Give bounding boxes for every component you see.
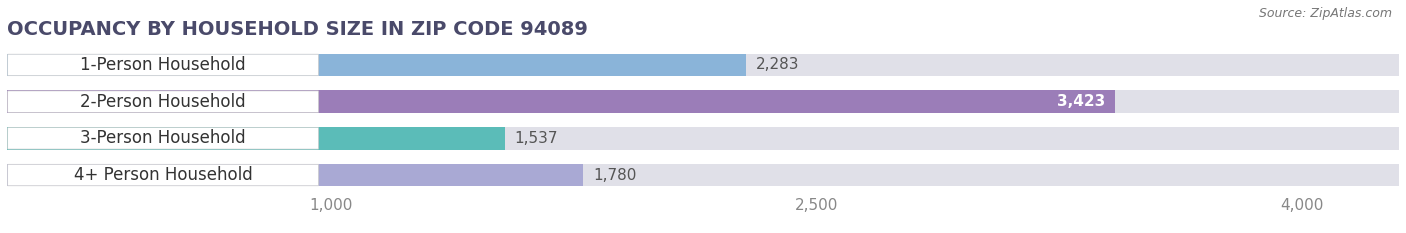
Text: OCCUPANCY BY HOUSEHOLD SIZE IN ZIP CODE 94089: OCCUPANCY BY HOUSEHOLD SIZE IN ZIP CODE …	[7, 21, 588, 39]
Text: Source: ZipAtlas.com: Source: ZipAtlas.com	[1258, 7, 1392, 20]
Text: 1,537: 1,537	[515, 131, 558, 146]
Text: 3-Person Household: 3-Person Household	[80, 129, 246, 147]
FancyBboxPatch shape	[7, 91, 318, 112]
Bar	[7, 127, 505, 150]
Text: 4+ Person Household: 4+ Person Household	[73, 166, 253, 184]
Bar	[7, 127, 1399, 150]
Text: 2,283: 2,283	[756, 58, 799, 72]
Bar	[7, 90, 1399, 113]
FancyBboxPatch shape	[7, 128, 318, 149]
Bar	[7, 54, 747, 76]
Text: 1-Person Household: 1-Person Household	[80, 56, 246, 74]
FancyBboxPatch shape	[7, 164, 318, 186]
Text: 3,423: 3,423	[1057, 94, 1105, 109]
Text: 1,780: 1,780	[593, 168, 637, 182]
Bar	[7, 164, 1399, 186]
Bar	[7, 90, 1115, 113]
Bar	[7, 54, 1399, 76]
FancyBboxPatch shape	[7, 54, 318, 76]
Text: 2-Person Household: 2-Person Household	[80, 93, 246, 111]
Bar	[7, 164, 583, 186]
